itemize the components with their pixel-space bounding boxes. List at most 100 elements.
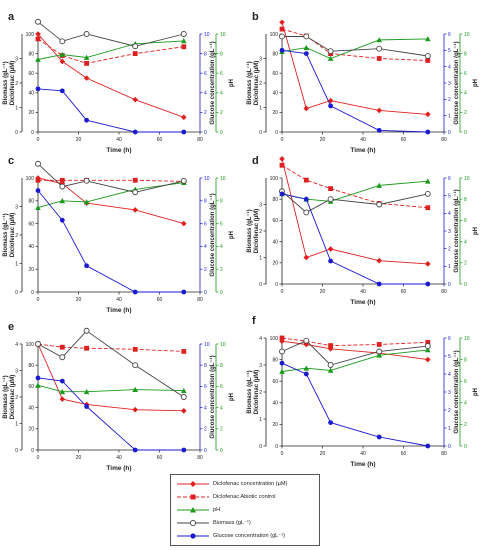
series-line-glucose-f [281,362,428,447]
glucose-point-d [376,281,382,287]
glucose-tick-label-e: 6 [204,384,207,390]
ph-tick-label-f: 4 [464,401,467,407]
abiotic-point-c [132,177,138,183]
diclofenac-tick-label-e: 20 [28,427,34,433]
series-line-ph-f [281,349,428,372]
series-line-biomass-d [281,190,428,213]
diclofenac-tick-label-f: 60 [272,379,278,385]
biomass-axis-label-d: Biomass (gL⁻¹) [246,209,253,252]
x-tick-label-d: 80 [441,289,447,295]
abiotic-point-b [279,26,285,32]
glucose-tick-label-b: 0 [448,130,451,136]
biomass-point-d [303,209,310,216]
glucose-point-c [59,217,65,223]
ph-axis-label-f: pH [473,388,479,396]
abiotic-point-e [84,345,89,351]
ph-point-e [83,388,90,395]
x-tick-label-c: 40 [116,297,122,303]
glucose-tick-label-d: 4 [448,211,451,217]
ph-point-b [425,36,431,42]
biomass-point-c [132,189,139,196]
x-tick-label-b: 0 [281,137,284,143]
x-tick-label-d: 40 [360,289,366,295]
ph-point-f [425,347,431,353]
glucose-point-e [132,447,138,453]
ph-tick-label-b: 6 [464,71,467,77]
ph-point-d [425,178,431,184]
legend: Diclofenac concentration (µM) Diclofenac… [170,474,320,546]
ph-tick-label-c: 10 [220,176,226,182]
ph-point-e [59,388,66,395]
ph-point-f [376,352,382,358]
glucose-tick-label-a: 4 [204,91,207,97]
panel-letter-d: d [252,155,259,167]
biomass-point-e [35,341,41,347]
panel-letter-a: a [8,11,15,23]
legend-label-abiotic: Diclofenac Abiotic control [213,494,276,500]
glucose-point-b [328,103,333,109]
diclofenac-tick-label-b: 100 [270,32,279,38]
diclofenac-point-e [132,406,138,413]
ph-point-f [327,367,334,373]
glucose-point-c [132,289,138,295]
ph-point-b [376,37,382,43]
biomass-point-d [327,196,334,203]
biomass-tick-label-c: 1 [15,261,18,267]
x-tick-label-d: 0 [281,289,284,295]
glucose-point-a [181,129,187,135]
abiotic-point-f [279,335,285,341]
diclofenac-point-b [327,97,334,104]
diclofenac-point-e [59,396,66,402]
diclofenac-point-a [83,75,90,81]
diclofenac-tick-label-d: 100 [270,176,279,182]
diclofenac-tick-label-a: 100 [26,32,35,38]
biomass-tick-label-a: 2 [15,81,18,87]
diclofenac-tick-label-b: 20 [272,110,278,116]
biomass-tick-label-c: 0 [15,290,18,296]
biomass-swatch [177,519,209,527]
ph-tick-label-a: 6 [220,71,223,77]
biomass-tick-label-e: 4 [15,342,18,348]
glucose-tick-label-c: 0 [204,290,207,296]
biomass-axis-label-b: Biomass (gL⁻¹) [246,61,253,104]
biomass-tick-label-e: 0 [15,448,18,454]
diclofenac-point-e [181,407,187,414]
x-axis-label-c: Time (h) [106,307,131,314]
legend-label-diclofenac: Diclofenac concentration (µM) [213,481,288,487]
biomass-point-c [35,160,41,167]
glucose-swatch [177,533,209,539]
glucose-tick-label-d: 5 [448,193,451,199]
x-tick-label-b: 60 [401,137,407,143]
panel-letter-e: e [8,321,14,333]
glucose-tick-label-b: 6 [448,32,451,38]
abiotic-point-d [425,205,431,211]
ph-point-a [181,38,187,44]
diclofenac-point-f [303,341,310,348]
glucose-point-b [425,129,431,135]
biomass-point-e [132,362,139,369]
diclofenac-point-d [425,261,431,267]
x-tick-label-c: 0 [37,297,40,303]
glucose-tick-label-a: 6 [204,71,207,77]
series-line-glucose-b [281,49,428,133]
biomass-tick-label-f: 1 [259,417,262,423]
ph-tick-label-f: 6 [464,379,467,385]
ph-point-e [35,382,41,388]
glucose-point-e [35,375,41,381]
panel-letter-b: b [252,11,259,23]
glucose-point-b [303,51,309,56]
glucose-tick-label-a: 8 [204,51,207,57]
diclofenac-tick-label-b: 0 [275,130,278,136]
abiotic-point-a [181,44,187,50]
ph-tick-label-e: 6 [220,384,223,390]
x-tick-label-e: 40 [116,455,122,461]
ph-tick-label-c: 2 [220,267,223,273]
glucose-point-e [181,447,187,453]
biomass-point-f [424,343,431,350]
ph-tick-label-a: 10 [220,32,226,38]
glucose-tick-label-f: 1 [448,426,451,432]
biomass-tick-label-c: 2 [15,233,18,239]
diclofenac-tick-label-f: 40 [272,401,278,407]
glucose-tick-label-b: 4 [448,64,451,70]
glucose-point-f [279,360,285,366]
